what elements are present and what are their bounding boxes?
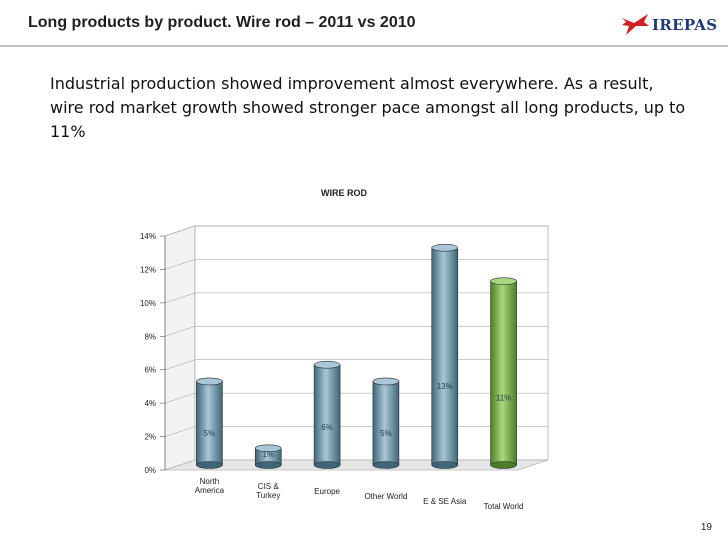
- bar-body: [431, 247, 459, 466]
- bar-top: [196, 377, 223, 386]
- y-tick-label: 10%: [140, 299, 156, 308]
- bar-top: [313, 360, 341, 369]
- gridline-side: [164, 326, 196, 337]
- category-label: Europe: [314, 487, 340, 496]
- y-tick-label: 14%: [140, 232, 156, 241]
- bar-body: [372, 381, 400, 466]
- gridline-side: [164, 359, 196, 370]
- bar-3: 6%: [313, 360, 341, 469]
- category-label: Total World: [484, 502, 524, 511]
- bar-body: [313, 364, 341, 466]
- irepas-logo: IREPAS: [620, 8, 728, 42]
- bar-6: 11%: [490, 277, 517, 469]
- bar-top: [490, 277, 517, 285]
- chart-title: WIRE ROD: [321, 188, 367, 198]
- y-tick-label: 2%: [144, 433, 156, 442]
- bar-5: 13%: [431, 243, 459, 469]
- slide-title: Long products by product. Wire rod – 201…: [28, 14, 416, 31]
- data-label: 11%: [496, 394, 511, 403]
- bar-4: 5%: [372, 377, 400, 469]
- bar-base: [372, 461, 400, 469]
- plane-icon: [622, 14, 649, 35]
- bar-1: 5%: [196, 377, 223, 469]
- data-label: 1%: [262, 450, 274, 459]
- page-number: 19: [700, 522, 712, 533]
- gridline-side: [164, 392, 196, 404]
- data-label: 5%: [380, 429, 392, 438]
- category-label: America: [195, 486, 225, 495]
- bar-base: [431, 461, 459, 469]
- side-wall: [164, 225, 196, 471]
- y-axis: 0% 2% 4% 6% 8% 10% 12% 14%: [140, 232, 166, 475]
- y-tick-label: 0%: [144, 466, 156, 475]
- slide-subtitle: Industrial production showed improvement…: [50, 74, 686, 141]
- bar-base: [490, 461, 517, 469]
- back-wall: [194, 225, 549, 461]
- gridline-side: [164, 259, 196, 270]
- bar-body: [196, 381, 223, 466]
- y-tick-label: 6%: [144, 366, 156, 375]
- y-tick-label: 12%: [140, 265, 156, 274]
- bar-series: 5% 1% 6% 5% 13% 11%: [196, 243, 517, 469]
- data-label: 5%: [204, 429, 216, 438]
- y-tick-label: 4%: [144, 399, 156, 408]
- bar-top: [431, 243, 459, 252]
- category-label: North: [200, 477, 220, 486]
- bar-base: [254, 461, 282, 469]
- data-label: 6%: [321, 423, 333, 432]
- bar-base: [313, 461, 341, 469]
- logo-text: IREPAS: [652, 16, 718, 34]
- y-tick-label: 8%: [144, 332, 156, 341]
- gridline-side: [164, 292, 196, 304]
- bar-body: [490, 280, 517, 466]
- bar-base: [196, 461, 223, 469]
- gridline-side: [164, 225, 196, 237]
- category-label: Turkey: [256, 491, 280, 500]
- bar-2: 1%: [254, 444, 282, 469]
- gridline-side: [164, 426, 196, 437]
- header-divider: [0, 45, 728, 47]
- category-label: Other World: [364, 492, 407, 501]
- category-label: E & SE Asia: [423, 497, 467, 506]
- data-label: 13%: [437, 382, 453, 391]
- bar-top: [254, 444, 282, 453]
- bar-top: [372, 377, 400, 386]
- category-label: CIS &: [258, 482, 280, 491]
